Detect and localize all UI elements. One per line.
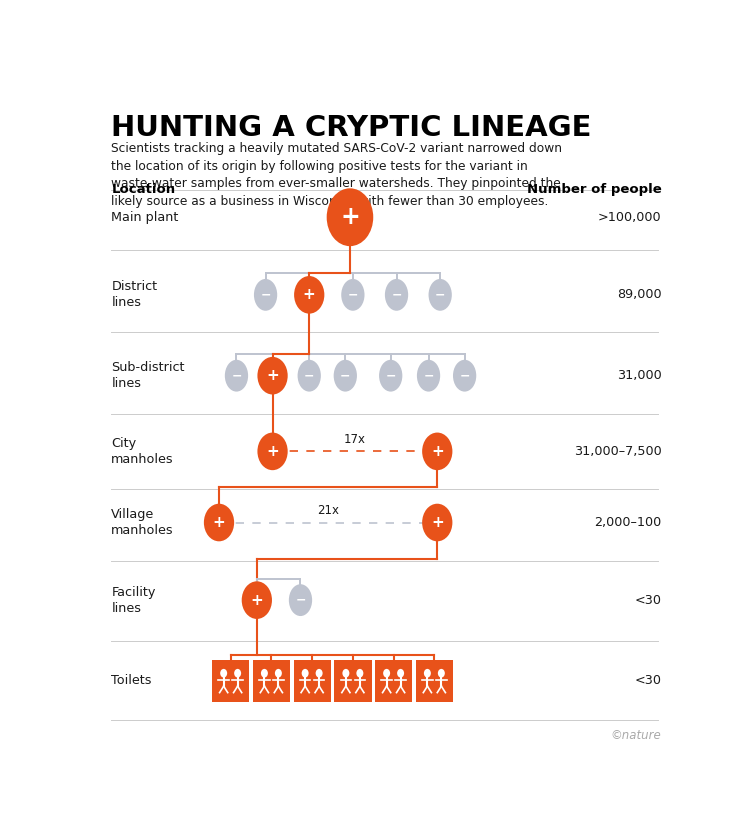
Ellipse shape: [294, 276, 324, 313]
Ellipse shape: [315, 669, 323, 678]
Text: <30: <30: [635, 675, 662, 687]
Text: 21x: 21x: [317, 504, 339, 517]
Text: +: +: [213, 515, 225, 530]
Ellipse shape: [379, 360, 403, 391]
Text: Village
manholes: Village manholes: [111, 508, 174, 537]
Text: −: −: [435, 288, 445, 302]
Text: −: −: [391, 288, 402, 302]
Ellipse shape: [297, 360, 321, 391]
Text: −: −: [348, 288, 358, 302]
Ellipse shape: [258, 433, 288, 470]
FancyBboxPatch shape: [416, 660, 453, 702]
Text: +: +: [431, 444, 444, 459]
Ellipse shape: [422, 433, 452, 470]
Ellipse shape: [424, 669, 431, 678]
Text: +: +: [431, 515, 444, 530]
Text: Number of people: Number of people: [526, 183, 662, 196]
Ellipse shape: [234, 669, 241, 678]
Text: −: −: [295, 594, 306, 606]
Text: ©nature: ©nature: [611, 729, 662, 743]
Ellipse shape: [453, 360, 476, 391]
FancyBboxPatch shape: [294, 660, 330, 702]
FancyBboxPatch shape: [212, 660, 249, 702]
Ellipse shape: [397, 669, 404, 678]
Ellipse shape: [383, 669, 390, 678]
Text: 31,000–7,500: 31,000–7,500: [574, 445, 662, 458]
Text: −: −: [460, 370, 470, 382]
Text: +: +: [266, 444, 279, 459]
Ellipse shape: [302, 669, 309, 678]
Ellipse shape: [438, 669, 445, 678]
Text: −: −: [385, 370, 396, 382]
Ellipse shape: [254, 279, 277, 311]
Ellipse shape: [289, 584, 312, 616]
Ellipse shape: [327, 188, 373, 246]
Ellipse shape: [357, 669, 363, 678]
Text: −: −: [424, 370, 434, 382]
Text: Facility
lines: Facility lines: [111, 585, 155, 615]
Text: Main plant: Main plant: [111, 211, 179, 223]
Text: 2,000–100: 2,000–100: [594, 516, 662, 529]
Ellipse shape: [385, 279, 409, 311]
Text: 17x: 17x: [344, 433, 366, 446]
Ellipse shape: [333, 360, 357, 391]
Ellipse shape: [341, 279, 364, 311]
Ellipse shape: [429, 279, 452, 311]
Ellipse shape: [261, 669, 268, 678]
Text: +: +: [303, 287, 315, 302]
Text: −: −: [261, 288, 271, 302]
Ellipse shape: [225, 360, 248, 391]
FancyBboxPatch shape: [334, 660, 372, 702]
Ellipse shape: [242, 581, 272, 619]
Text: <30: <30: [635, 594, 662, 606]
Ellipse shape: [220, 669, 227, 678]
Text: Toilets: Toilets: [111, 675, 152, 687]
Text: District
lines: District lines: [111, 281, 158, 309]
Text: −: −: [231, 370, 242, 382]
Ellipse shape: [275, 669, 282, 678]
FancyBboxPatch shape: [253, 660, 290, 702]
Text: HUNTING A CRYPTIC LINEAGE: HUNTING A CRYPTIC LINEAGE: [111, 113, 592, 142]
Text: Sub-district
lines: Sub-district lines: [111, 361, 185, 391]
FancyBboxPatch shape: [375, 660, 412, 702]
Text: 31,000: 31,000: [617, 370, 662, 382]
Ellipse shape: [417, 360, 440, 391]
Text: +: +: [251, 593, 263, 607]
Text: City
manholes: City manholes: [111, 437, 174, 466]
Text: 89,000: 89,000: [617, 288, 662, 302]
Text: >100,000: >100,000: [598, 211, 662, 223]
Text: Scientists tracking a heavily mutated SARS-CoV-2 variant narrowed down
the locat: Scientists tracking a heavily mutated SA…: [111, 142, 562, 207]
Text: −: −: [340, 370, 351, 382]
Ellipse shape: [342, 669, 349, 678]
Ellipse shape: [204, 504, 234, 541]
Text: Location: Location: [111, 183, 176, 196]
Ellipse shape: [422, 504, 452, 541]
Ellipse shape: [258, 357, 288, 395]
Text: +: +: [266, 368, 279, 383]
Text: −: −: [304, 370, 315, 382]
Text: +: +: [340, 205, 360, 229]
